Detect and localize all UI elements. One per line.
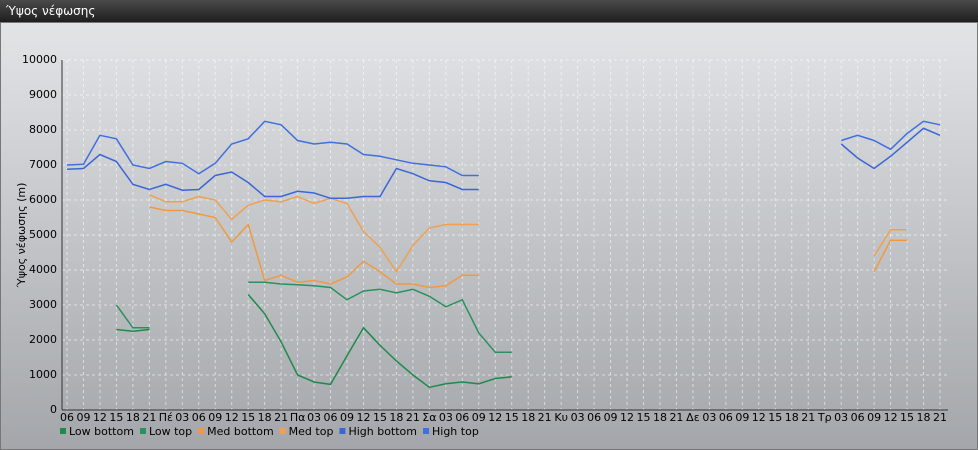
x-tick-label: 18: [653, 411, 667, 424]
x-tick-label: 09: [208, 411, 222, 424]
x-tick-label: Πα: [290, 411, 306, 424]
x-tick-label: 12: [884, 411, 898, 424]
x-tick-label: 21: [669, 411, 683, 424]
x-tick-label: 12: [93, 411, 107, 424]
x-tick-label: 15: [900, 411, 914, 424]
legend-label: Low bottom: [69, 425, 134, 438]
y-tick-label: 5000: [29, 228, 57, 241]
series-line: [149, 206, 908, 289]
x-tick-label: Σα: [422, 411, 436, 424]
x-tick-label: 12: [752, 411, 766, 424]
x-tick-label: 03: [702, 411, 716, 424]
x-tick-label: 15: [241, 411, 255, 424]
x-tick-label: 03: [175, 411, 189, 424]
x-tick-label: 21: [801, 411, 815, 424]
legend-label: High bottom: [348, 425, 417, 438]
x-tick-label: 06: [324, 411, 338, 424]
series-line: [115, 281, 512, 354]
y-tick-label: 9000: [29, 88, 57, 101]
x-tick-label: Τρ: [817, 411, 832, 424]
series-line: [149, 194, 908, 274]
legend-label: Low top: [149, 425, 192, 438]
legend-swatch: [198, 428, 205, 434]
chart: Ύψος νέφωσης (m) 0 1000 2000 3000 4000 5000 60…: [0, 22, 978, 450]
x-tick-label: 21: [538, 411, 552, 424]
x-tick-label: 12: [356, 411, 370, 424]
y-tick-label: 1000: [29, 368, 57, 381]
y-tick-label: 7000: [29, 158, 57, 171]
series-line: [66, 127, 941, 200]
x-tick-label: 12: [225, 411, 239, 424]
x-tick-label: 06: [60, 411, 74, 424]
x-tick-label: Κυ: [554, 411, 568, 424]
x-tick-label: 18: [785, 411, 799, 424]
x-tick-label: 09: [735, 411, 749, 424]
panel: [0, 22, 978, 450]
x-tick-label: 06: [587, 411, 601, 424]
window-title: Ύψος νέφωσης: [0, 0, 978, 22]
x-tick-label: 15: [109, 411, 123, 424]
x-tick-label: 09: [867, 411, 881, 424]
y-axis-label: Ύψος νέφωσης (m): [15, 183, 28, 289]
x-tick-label: 15: [637, 411, 651, 424]
y-tick-label: 8000: [29, 123, 57, 136]
x-tick-label: 06: [455, 411, 469, 424]
x-tick-label: 18: [917, 411, 931, 424]
x-tick-label: 03: [571, 411, 585, 424]
x-tick-label: 18: [389, 411, 403, 424]
y-tick-label: 2000: [29, 333, 57, 346]
x-tick-label: 15: [768, 411, 782, 424]
x-tick-label: 06: [719, 411, 733, 424]
x-tick-label: Δε: [686, 411, 700, 424]
legend-label: Med top: [289, 425, 334, 438]
legend-label: Med bottom: [207, 425, 274, 438]
x-tick-label: Πέ: [159, 411, 173, 424]
x-tick-label: 21: [406, 411, 420, 424]
legend-swatch: [423, 428, 429, 434]
x-tick-label: 21: [142, 411, 156, 424]
y-tick-label: 10000: [22, 53, 57, 66]
series-line: [116, 294, 512, 389]
y-tick-label: 4000: [29, 263, 57, 276]
x-tick-label: 09: [472, 411, 486, 424]
x-tick-label: 06: [192, 411, 206, 424]
x-tick-label: 09: [76, 411, 90, 424]
series-line: [66, 120, 941, 177]
y-tick-label: 3000: [29, 298, 57, 311]
x-tick-label: 12: [488, 411, 502, 424]
x-tick-label: 15: [373, 411, 387, 424]
x-tick-label: 03: [834, 411, 848, 424]
x-tick-label: 18: [126, 411, 140, 424]
x-tick-label: 21: [274, 411, 288, 424]
x-tick-label: 12: [620, 411, 634, 424]
x-tick-label: 09: [340, 411, 354, 424]
legend-swatch: [139, 428, 146, 434]
x-tick-label: 15: [505, 411, 519, 424]
y-tick-label: 6000: [29, 193, 57, 206]
x-tick-label: 06: [851, 411, 865, 424]
x-tick-label: 09: [604, 411, 618, 424]
legend-swatch: [279, 428, 286, 434]
x-tick-label: 03: [307, 411, 321, 424]
x-tick-label: 21: [933, 411, 947, 424]
legend-swatch: [339, 428, 346, 434]
legend-label: High top: [432, 425, 479, 438]
x-tick-label: 03: [439, 411, 453, 424]
y-tick-label: 0: [50, 403, 57, 416]
x-tick-label: 18: [258, 411, 272, 424]
x-tick-label: 18: [521, 411, 535, 424]
legend-swatch: [60, 428, 66, 434]
